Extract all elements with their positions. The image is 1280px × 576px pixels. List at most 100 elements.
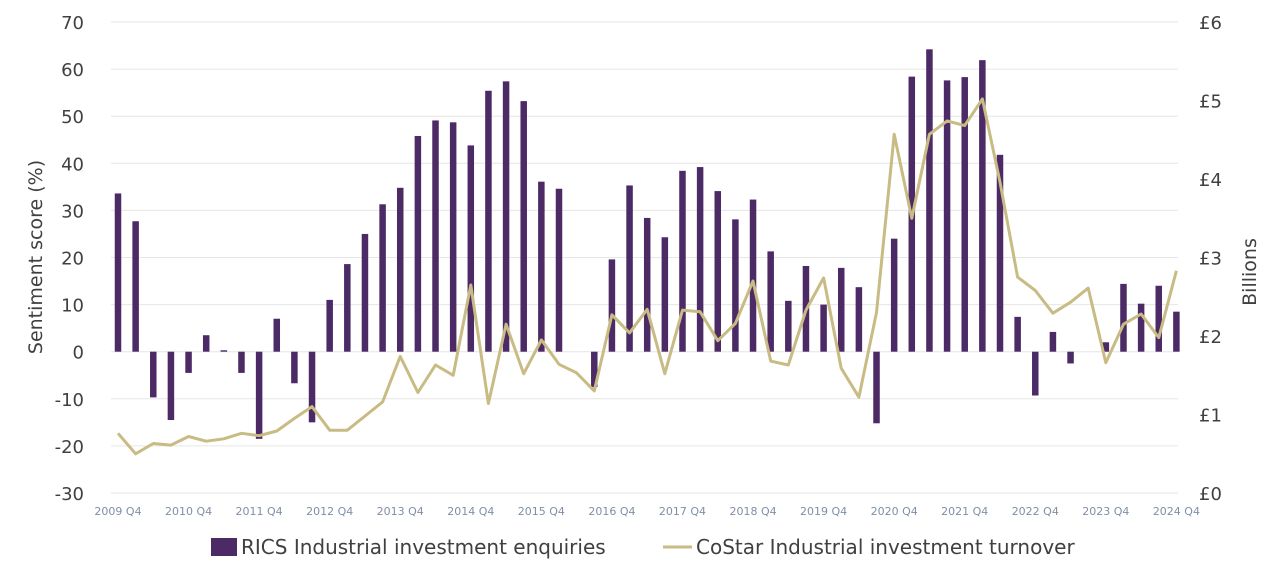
- x-tick-label: 2013 Q4: [377, 505, 424, 518]
- left-tick-label: -20: [55, 437, 84, 458]
- left-tick-label: 0: [73, 343, 84, 364]
- x-tick-label: 2019 Q4: [800, 505, 847, 518]
- bar: [837, 267, 845, 352]
- bar: [202, 335, 210, 352]
- right-tick-label: £5: [1199, 92, 1222, 113]
- bar: [714, 191, 722, 352]
- bar: [255, 351, 263, 439]
- bar: [591, 351, 598, 388]
- legend: RICS Industrial investment enquiries CoS…: [211, 535, 1075, 559]
- bar: [661, 237, 669, 352]
- bar: [767, 251, 774, 352]
- bar: [1120, 283, 1127, 352]
- bar: [961, 77, 968, 352]
- bar: [943, 80, 951, 352]
- bar: [449, 122, 457, 352]
- bar: [820, 304, 827, 352]
- right-tick-label: £2: [1199, 327, 1222, 348]
- bar: [873, 351, 880, 424]
- bar: [538, 181, 545, 352]
- bar: [291, 351, 298, 384]
- right-axis-title: Billions: [1239, 238, 1261, 306]
- bar: [132, 221, 139, 352]
- bar: [185, 351, 192, 373]
- bar: [150, 351, 157, 398]
- bar: [414, 135, 422, 352]
- bar: [1155, 285, 1163, 352]
- bar: [361, 233, 369, 352]
- bar: [167, 351, 175, 420]
- bar: [1067, 351, 1074, 364]
- left-tick-label: 10: [61, 296, 84, 317]
- bar: [114, 193, 122, 352]
- x-tick-label: 2017 Q4: [659, 505, 706, 518]
- left-tick-label: 50: [61, 107, 84, 128]
- left-tick-label: 40: [61, 154, 84, 175]
- left-tick-label: 60: [61, 60, 84, 81]
- right-tick-label: £0: [1199, 484, 1222, 505]
- bar: [220, 350, 228, 352]
- bar: [608, 259, 616, 352]
- bar: [1049, 331, 1057, 352]
- bar: [396, 187, 404, 352]
- x-tick-label: 2015 Q4: [518, 505, 565, 518]
- line-series-costar-turnover: [116, 97, 1178, 456]
- bar: [326, 299, 333, 352]
- bar: [996, 154, 1004, 352]
- bar: [379, 204, 386, 352]
- left-tick-label: 20: [61, 249, 84, 270]
- bar: [520, 101, 527, 352]
- left-tick-label: 30: [61, 201, 84, 222]
- bar: [485, 90, 492, 352]
- x-tick-label: 2021 Q4: [941, 505, 988, 518]
- x-tick-label: 2016 Q4: [588, 505, 635, 518]
- bar: [855, 287, 863, 352]
- right-tick-label: £6: [1199, 13, 1222, 34]
- bar: [1032, 351, 1039, 396]
- bar: [273, 318, 281, 352]
- x-tick-label: 2024 Q4: [1153, 505, 1200, 518]
- legend-label-line: CoStar Industrial investment turnover: [696, 535, 1075, 559]
- left-tick-label: -30: [55, 484, 84, 505]
- legend-label-bar: RICS Industrial investment enquiries: [241, 535, 606, 559]
- right-y-axis: £6 £5 £4 £3 £2 £1 £0: [1199, 13, 1222, 505]
- bar: [238, 351, 245, 373]
- bar: [1102, 342, 1110, 352]
- bar: [785, 300, 792, 352]
- bar: [890, 238, 898, 352]
- x-tick-label: 2010 Q4: [165, 505, 212, 518]
- bar: [749, 199, 757, 352]
- bar: [696, 167, 704, 352]
- right-tick-label: £1: [1199, 406, 1222, 427]
- bar: [732, 219, 739, 352]
- bar: [979, 60, 986, 352]
- bar: [344, 264, 351, 352]
- x-tick-label: 2020 Q4: [871, 505, 918, 518]
- turnover-line: [116, 97, 1178, 456]
- bar: [432, 120, 439, 352]
- x-tick-label: 2009 Q4: [94, 505, 141, 518]
- bar: [555, 188, 563, 352]
- x-tick-label: 2012 Q4: [306, 505, 353, 518]
- left-axis-title: Sentiment score (%): [25, 160, 47, 354]
- bar: [1014, 316, 1021, 352]
- right-tick-label: £4: [1199, 170, 1222, 191]
- right-tick-label: £3: [1199, 249, 1222, 270]
- bar: [679, 170, 686, 352]
- x-tick-label: 2014 Q4: [447, 505, 494, 518]
- x-tick-label: 2023 Q4: [1082, 505, 1129, 518]
- bar: [643, 217, 651, 352]
- bar-series-rics-enquiries: [114, 49, 1180, 439]
- left-y-axis: 70 60 50 40 30 20 10 0 -10 -20 -30: [55, 13, 84, 505]
- x-tick-label: 2011 Q4: [236, 505, 283, 518]
- bar: [926, 49, 933, 352]
- legend-swatch-bar: [211, 538, 237, 556]
- bar: [1137, 303, 1145, 352]
- bar: [467, 145, 475, 352]
- bar: [626, 185, 633, 352]
- x-tick-label: 2022 Q4: [1012, 505, 1059, 518]
- left-tick-label: -10: [55, 390, 84, 411]
- x-tick-label: 2018 Q4: [729, 505, 776, 518]
- bar: [308, 351, 316, 423]
